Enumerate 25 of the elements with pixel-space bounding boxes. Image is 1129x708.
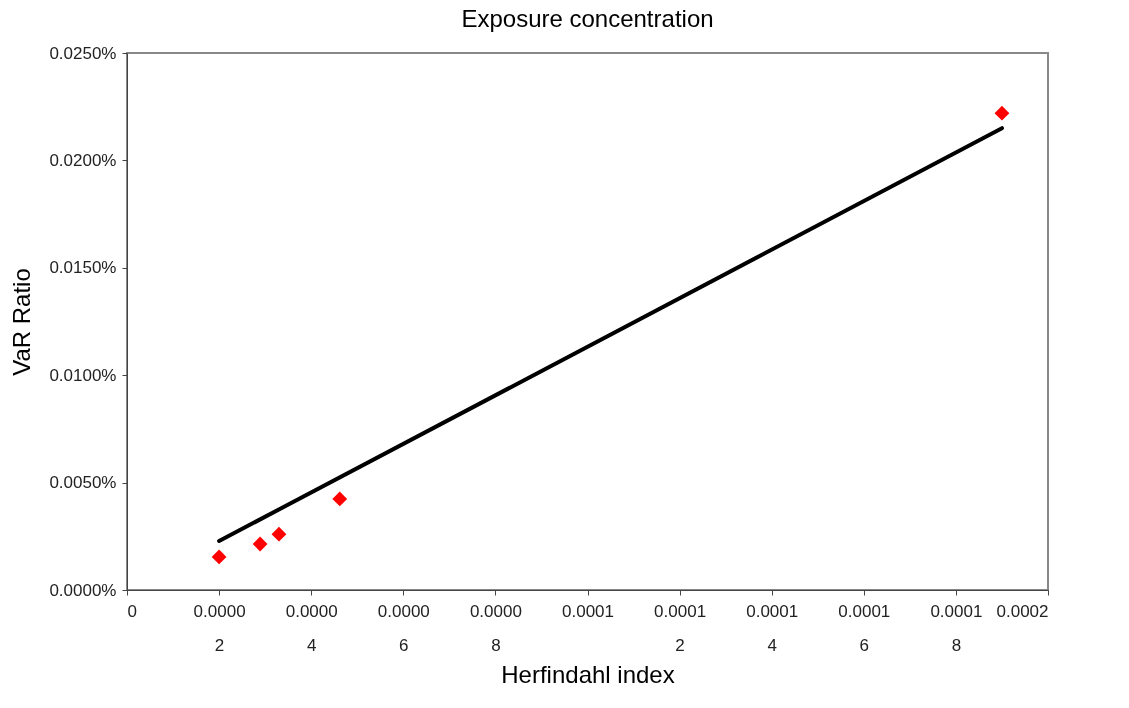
x-tick-label: 0.00006: [377, 601, 430, 655]
x-tick-label: 0: [127, 601, 137, 621]
chart-title: Exposure concentration: [461, 5, 714, 32]
point: [252, 536, 268, 552]
point: [271, 526, 287, 542]
y-tick-label: 0.0100%: [49, 365, 117, 385]
y-tick-label: 0.0000%: [49, 580, 117, 600]
y-tick-label: 0.0150%: [49, 258, 117, 278]
point: [332, 491, 348, 507]
y-tick-label: 0.0050%: [49, 473, 117, 493]
x-tick-label: 0.00018: [930, 601, 983, 655]
x-tick-label: 0.0002: [996, 601, 1049, 621]
point: [211, 549, 227, 565]
x-tick-label: 0.00004: [285, 601, 338, 655]
x-tick-label: 0.00014: [746, 601, 799, 655]
point: [994, 105, 1010, 121]
y-axis-title: VaR Ratio: [8, 268, 36, 376]
x-tick-label: 0.00016: [838, 601, 891, 655]
y-tick-label: 0.0200%: [49, 150, 117, 170]
x-tick-label: 0.0001: [562, 601, 614, 621]
x-axis-title: Herfindahl index: [501, 660, 675, 688]
y-tick-label: 0.0250%: [49, 43, 117, 63]
x-tick-label: 0.00008: [469, 601, 522, 655]
x-tick-label: 0.00012: [654, 601, 707, 655]
x-tick-label: 0.00002: [193, 601, 246, 655]
